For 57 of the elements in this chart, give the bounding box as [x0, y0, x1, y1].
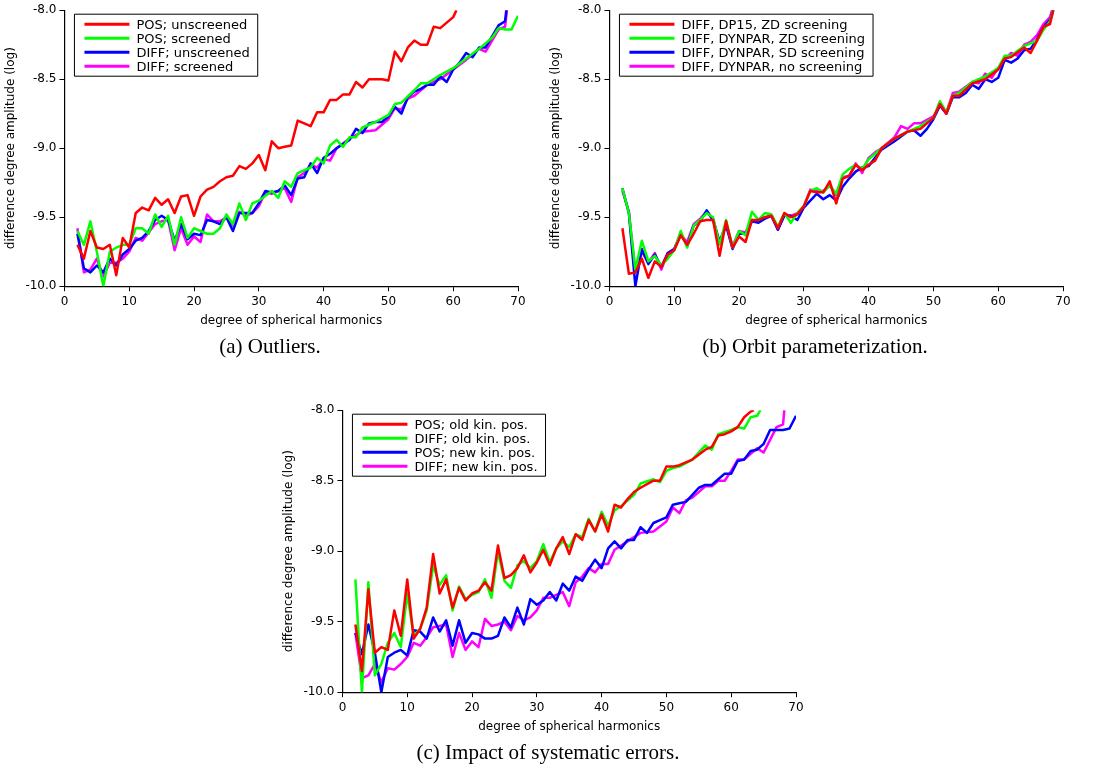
x-tick-label: 20 — [186, 293, 202, 308]
legend-label: POS; screened — [136, 30, 231, 46]
x-tick-label: 40 — [860, 293, 877, 308]
y-axis-title: difference degree amplitude (log) — [548, 47, 563, 250]
y-tick-label: -9.5 — [311, 613, 335, 628]
x-tick-label: 70 — [1055, 293, 1071, 308]
x-tick-label: 30 — [529, 699, 545, 714]
x-tick-label: 10 — [399, 699, 415, 714]
y-tick-label: -10.0 — [570, 278, 602, 293]
text: (b) Orbit parameterization. — [701, 334, 929, 359]
x-tick-label: 20 — [731, 293, 747, 308]
x-tick-label: 30 — [796, 293, 812, 308]
legend-label: DIFF; screened — [136, 58, 234, 74]
legend-label: DIFF, DP15, ZD screening — [681, 16, 848, 32]
legend-label: POS; old kin. pos. — [414, 416, 528, 432]
y-tick-label: -8.0 — [578, 2, 602, 17]
x-tick-label: 60 — [990, 293, 1006, 308]
x-tick-label: 10 — [121, 293, 137, 308]
y-tick-label: -9.0 — [311, 543, 335, 558]
legend-label: DIFF, DYNPAR, SD screening — [681, 44, 865, 60]
y-tick-label: -8.5 — [578, 71, 602, 86]
x-tick-label: 50 — [658, 699, 675, 714]
legend-label: DIFF, DYNPAR, no screening — [681, 58, 863, 74]
x-tick-label: 40 — [315, 293, 332, 308]
y-axis-title: difference degree amplitude (log) — [3, 47, 18, 250]
y-tick-label: -10.0 — [303, 684, 335, 699]
x-tick-label: 60 — [723, 699, 739, 714]
x-tick-label: 10 — [666, 293, 682, 308]
y-axis-title: difference degree amplitude (log) — [281, 450, 296, 653]
text: (a) Outliers. — [218, 334, 322, 359]
x-tick-label: 40 — [593, 699, 610, 714]
text: (c) Impact of systematic errors. — [415, 740, 681, 765]
x-axis-title: degree of spherical harmonics — [478, 718, 661, 733]
y-tick-label: -9.0 — [578, 140, 602, 155]
x-tick-label: 30 — [251, 293, 267, 308]
legend-label: DIFF; unscreened — [136, 44, 250, 60]
y-tick-label: -8.0 — [311, 402, 335, 417]
x-tick-label: 20 — [464, 699, 480, 714]
x-tick-label: 0 — [60, 293, 69, 308]
x-tick-label: 50 — [380, 293, 397, 308]
x-tick-label: 60 — [445, 293, 461, 308]
y-tick-label: -10.0 — [25, 278, 57, 293]
x-tick-label: 0 — [338, 699, 347, 714]
y-tick-label: -9.5 — [578, 209, 602, 224]
x-tick-label: 50 — [925, 293, 942, 308]
x-tick-label: 70 — [788, 699, 804, 714]
y-tick-label: -9.5 — [33, 209, 57, 224]
y-tick-label: -8.0 — [33, 2, 57, 17]
x-axis-title: degree of spherical harmonics — [200, 312, 383, 327]
x-tick-label: 0 — [605, 293, 614, 308]
legend-label: DIFF, DYNPAR, ZD screening — [681, 30, 866, 46]
y-tick-label: -8.5 — [311, 472, 335, 487]
x-tick-label: 70 — [510, 293, 526, 308]
y-tick-label: -8.5 — [33, 71, 57, 86]
x-axis-title: degree of spherical harmonics — [745, 312, 928, 327]
y-tick-label: -9.0 — [33, 140, 57, 155]
legend-label: POS; unscreened — [136, 16, 248, 32]
